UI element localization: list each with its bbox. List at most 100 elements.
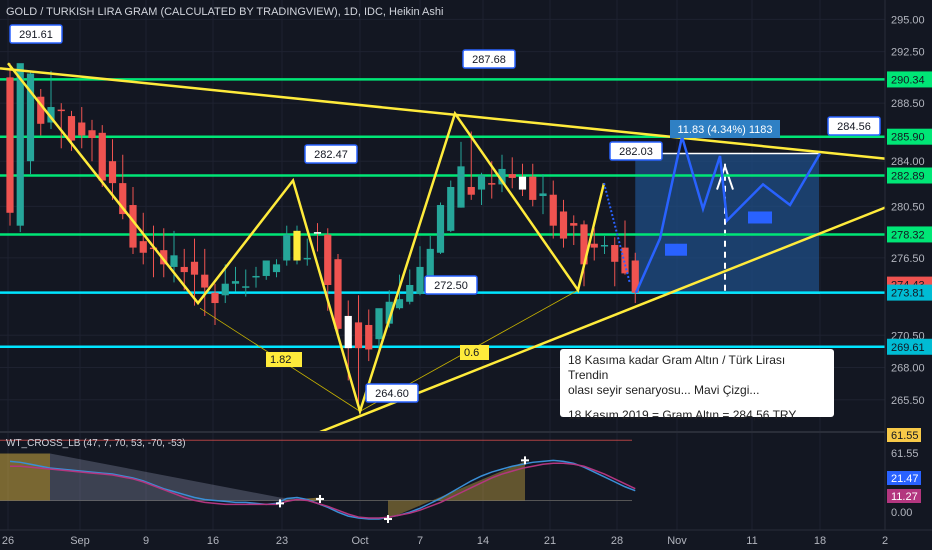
candle [262,260,270,280]
measure-box [670,120,780,138]
candle [529,163,537,207]
price-tag [887,71,932,88]
price-tick: 292.50 [891,47,925,59]
cross-marker [521,456,529,465]
price-tick-label: 295.00 [891,14,925,26]
candle-body [313,232,322,234]
cross-marker [384,515,392,524]
price-callout: 282.47 [304,144,358,164]
candle [498,154,506,193]
callout-text: 282.47 [314,149,348,161]
time-tick-label: 26 [2,535,14,547]
candle-body [139,241,147,253]
osc-fill [0,453,50,501]
candle [447,180,455,233]
price-tick-label: 276.50 [891,253,925,265]
price-tick-label: 292.50 [891,47,925,59]
candle-body [88,130,96,138]
candle-body [16,63,24,226]
callout-box [609,141,663,161]
price-tick: 269.61 [887,338,932,355]
candle [283,225,291,266]
candle-body [180,266,188,273]
candle [416,246,424,296]
osc-tick-label: 61.55 [891,430,919,442]
candle-body [559,211,568,239]
price-tag [887,167,932,184]
osc-tick-label: 11.27 [891,491,918,503]
candle-body [262,260,270,276]
candle [570,215,578,246]
price-tick: 288.50 [891,98,925,110]
time-tick-label: 11 [746,535,757,547]
candle [293,225,301,265]
candle [139,212,147,265]
candle-body [293,230,301,261]
time-tick-label: 18 [814,535,826,547]
osc-tag [887,471,921,485]
price-tick-label: 285.90 [891,132,925,144]
candle [221,264,229,304]
callout-box [424,275,478,295]
price-axis-bg [885,0,932,550]
indicator-title: WT_CROSS_LB (47, 7, 70, 53, -70, -53) [6,438,186,449]
time-tick-label: 16 [207,535,219,547]
candle-body [600,245,609,247]
price-tag [887,226,932,243]
price-callout: 291.61 [9,24,63,44]
candle-body [47,107,55,123]
candle [580,220,588,287]
osc-tag [887,428,921,442]
candle-body [426,248,434,284]
note-line-1: 18 Kasıma kadar Gram Altın / Türk Lirası… [568,353,786,382]
candle-body [611,245,619,262]
candle [600,235,609,255]
candle-body [201,274,209,288]
candle [559,199,568,248]
candle-body [324,234,332,285]
candle [98,125,106,187]
candle [395,274,404,310]
candle-body [447,186,455,231]
candle-body [354,322,363,349]
candle [539,174,547,215]
candle-body [170,255,178,267]
osc-tag [887,489,921,503]
time-tick-label: 2 [882,535,888,547]
price-callout: 284.56 [827,116,881,136]
scenario-marker [748,211,772,224]
fib-text: 1.82 [270,354,291,366]
price-tag [887,284,932,301]
resistance-trendline [0,67,886,160]
fib-box [266,352,302,367]
price-tick: 284.00 [891,156,925,168]
fib-text: 0.6 [464,347,479,359]
candle [211,283,219,325]
cross-marker [316,494,324,503]
candle [508,157,516,189]
candle-body [242,286,250,288]
candle-body [190,261,199,275]
price-tick-label: 290.34 [891,74,925,86]
measure-text: 11.83 (4.34%) 1183 [678,124,773,136]
candle [611,237,619,287]
candle-body [129,205,137,248]
candle [190,238,199,306]
callout-text: 287.68 [472,54,506,66]
candle [621,220,629,275]
candle-body [283,234,291,261]
price-tick-label: 284.00 [891,156,925,168]
candle-body [477,175,486,190]
candle-body [231,281,240,284]
price-callout: 282.03 [609,141,663,161]
projection-arrow-head [716,163,734,190]
price-tick: 295.00 [891,14,925,26]
price-tick: 285.90 [887,128,932,145]
price-tick: 282.89 [887,167,932,184]
candle [252,266,260,288]
price-tag [887,338,932,355]
time-tick-label: 9 [143,535,149,547]
dotted-projection [603,182,631,284]
osc-tick: 61.55 [887,428,921,442]
